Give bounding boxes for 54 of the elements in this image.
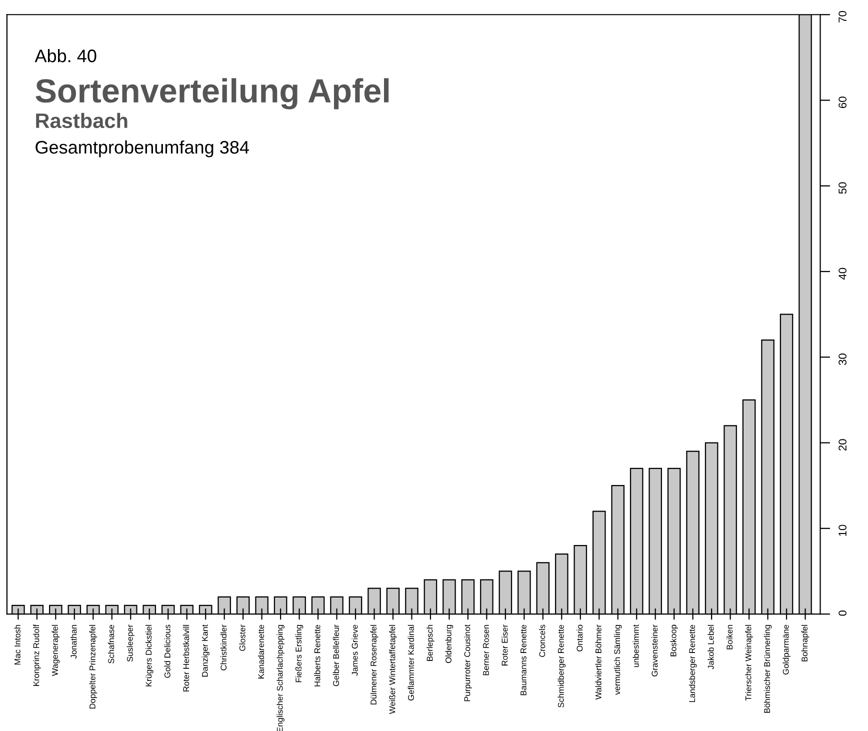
y-tick-label: 30	[838, 354, 846, 366]
x-tick-label: Croncels	[539, 624, 546, 657]
x-tick-label: Purpurroter Cousinot	[464, 624, 472, 702]
x-tick-label: Baumanns Renette	[520, 624, 526, 696]
y-tick-label: 60	[838, 96, 846, 108]
y-tick-label: 70	[838, 11, 846, 22]
text: Rastbach	[36, 112, 128, 128]
x-tick-label: Jakob Lebel	[708, 625, 714, 670]
x-tick-label: Doppelter Prinzenapfel	[89, 625, 98, 709]
x-tick-label: Christkindler	[220, 624, 227, 670]
x-tick-label: Fießers Erstling	[295, 624, 304, 682]
x-tick-label: Weißer Wintertaffetapfel	[389, 625, 397, 714]
x-tick-label: Gravensteiner	[651, 624, 658, 676]
x-tick-label: Boiken	[726, 624, 733, 650]
annotation: Abb. 40	[34, 49, 96, 62]
x-tick-label: James Grieve	[352, 624, 358, 676]
y-tick-label: 50	[838, 182, 846, 194]
x-tick-label: Berner Rosen	[483, 624, 489, 676]
x-tick-label: Roter Herbstkalvill	[182, 625, 190, 692]
x-tick-label: Susleeper	[126, 624, 135, 662]
x-tick-label: Roter Eiser	[502, 624, 508, 666]
x-tick-label: Halberts Renette	[314, 624, 320, 686]
x-tick-label: Gloster	[239, 624, 246, 651]
x-tick-label: Landsberger Renette	[688, 624, 697, 702]
x-tick-label: Oldenburg	[445, 624, 454, 663]
x-tick-label: Trierscher Weinapfel	[745, 625, 753, 701]
x-tick-label: Goldparmäne	[782, 624, 790, 675]
x-tick-label: Böhmischer Brünnerling	[764, 624, 772, 713]
x-tick-label: Ontario	[576, 624, 583, 652]
x-tick-label: Danziger Kant	[202, 624, 210, 677]
x-tick-label: Berlepsch	[426, 624, 434, 661]
x-tick-label: Geflammter Kardinal	[408, 625, 414, 700]
x-tick-label: Wagenerapfel	[52, 625, 60, 676]
x-tick-label: Bohnapfel	[801, 625, 810, 662]
x-tick-label: vermutlich Sämling	[614, 624, 622, 695]
y-tick-label: 0	[838, 610, 846, 616]
x-tick-label: Kanadarenette	[258, 624, 264, 678]
x-tick-label: Gold Delicious	[164, 624, 170, 678]
x-tick-label: Mac Intosh	[14, 624, 20, 665]
x-tick-label: Krügers Dickstiel	[145, 625, 154, 686]
x-tick-label: Schafnase	[108, 624, 114, 664]
x-tick-label: Waldviertler Böhmer	[595, 624, 602, 700]
x-tick-label: Schmidberger Renette	[558, 624, 566, 708]
x-tick-label: Jonathan	[70, 624, 77, 659]
x-tick-label: unbestimmt	[632, 624, 639, 667]
y-tick-label: 10	[838, 524, 846, 536]
x-tick-label: Kronprinz Rudolf	[33, 624, 41, 686]
y-tick-label: 20	[838, 439, 846, 451]
x-tick-label: Boskoop	[670, 624, 678, 656]
x-tick-label: Dülmener Rosenapfel	[370, 625, 378, 704]
annotation: Gesamtprobenumfang 384	[36, 140, 249, 158]
x-tick-label: Gelber Bellefleur	[332, 624, 340, 686]
text: Sortenverteilung Apfel	[36, 78, 389, 110]
y-tick-label: 40	[838, 268, 846, 280]
